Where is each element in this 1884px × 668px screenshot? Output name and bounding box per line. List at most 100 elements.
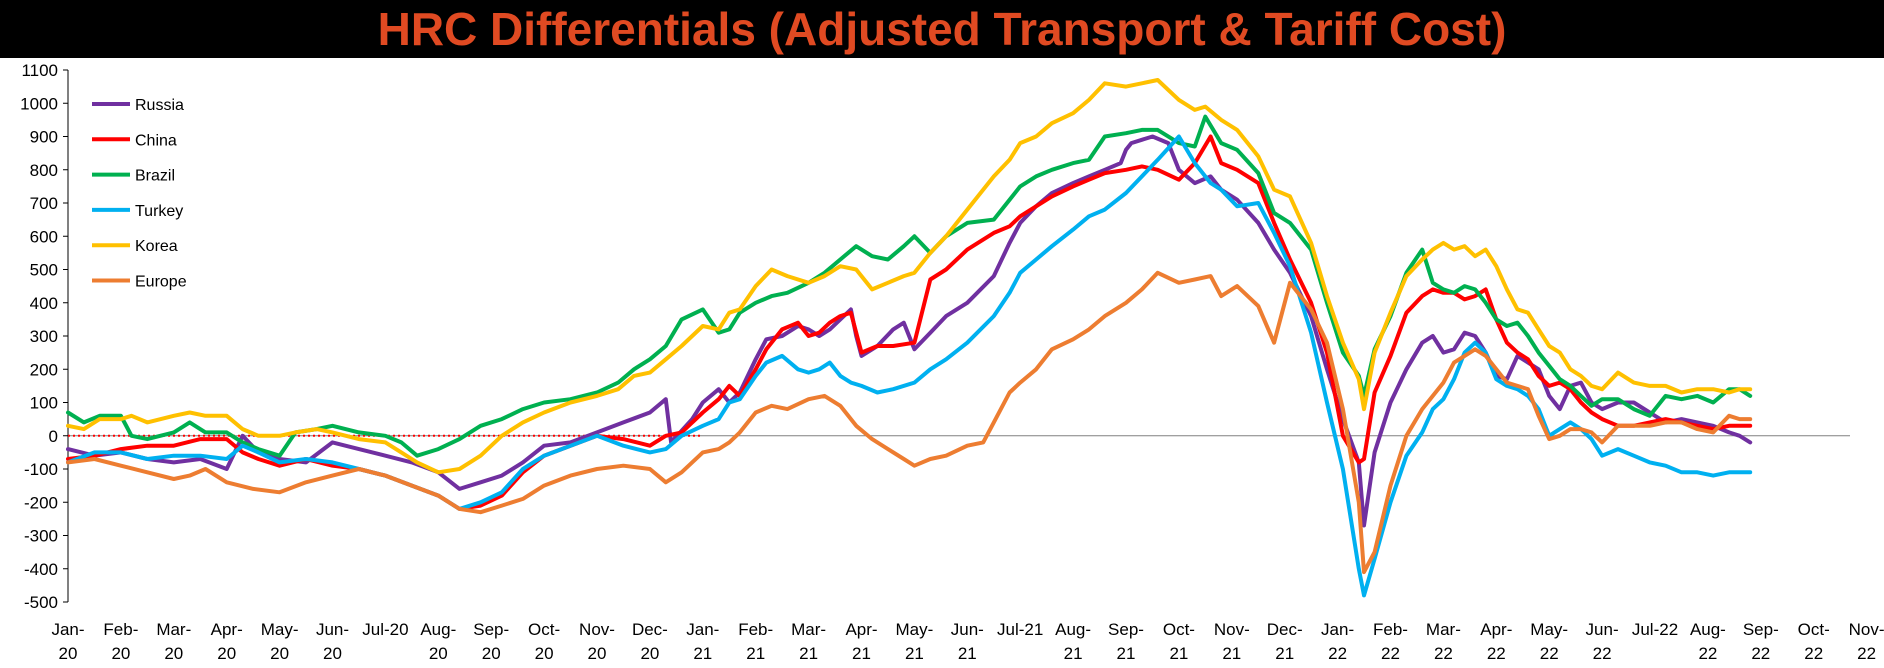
x-tick-label-year: 21	[693, 644, 712, 663]
series-line-russia	[66, 134, 1753, 528]
legend: Russia China Brazil Turkey Korea Europe	[92, 97, 187, 291]
legend-label-brazil: Brazil	[135, 168, 175, 185]
series-line-brazil	[66, 114, 1753, 458]
axes	[63, 69, 1850, 603]
x-tick-label: Nov-	[1214, 620, 1250, 639]
x-tick-label-year: 21	[1117, 644, 1136, 663]
y-tick-label: 800	[30, 161, 58, 180]
x-tick-label: May-	[261, 620, 299, 639]
y-tick-label: 500	[30, 261, 58, 280]
x-tick-label-year: 20	[323, 644, 342, 663]
x-tick-label: Feb-	[738, 620, 773, 639]
y-tick-label: 1100	[21, 61, 58, 80]
y-tick-label: 300	[30, 327, 58, 346]
x-tick-label-year: 21	[852, 644, 871, 663]
x-tick-label-year: 20	[164, 644, 183, 663]
x-tick-label: Jul-22	[1632, 620, 1678, 639]
y-tick-label: 0	[49, 427, 58, 446]
y-tick-label: 1000	[20, 94, 58, 113]
x-tick-label-year: 22	[1540, 644, 1559, 663]
y-tick-label: -500	[24, 593, 58, 612]
series-line-turkey	[66, 134, 1753, 598]
x-tick-label: Aug-	[1055, 620, 1091, 639]
x-tick-label-year: 21	[1064, 644, 1083, 663]
x-tick-label: Sep-	[1108, 620, 1144, 639]
x-tick-label-year: 20	[640, 644, 659, 663]
x-tick-label-year: 21	[746, 644, 765, 663]
legend-label-korea: Korea	[135, 238, 178, 255]
x-tick-label-year: 21	[799, 644, 818, 663]
x-tick-label-year: 20	[59, 644, 78, 663]
chart: -500 -400 -300 -200 -100 0 100 200 300 400 500 600 7…	[20, 61, 1884, 663]
y-tick-label: 600	[30, 227, 58, 246]
legend-label-europe: Europe	[135, 274, 187, 291]
x-tick-label-year: 20	[482, 644, 501, 663]
series-line-europe	[66, 270, 1753, 575]
y-tick-labels: -500 -400 -300 -200 -100 0 100 200 300 400 500 600 7…	[20, 61, 58, 612]
x-tick-label: May-	[896, 620, 934, 639]
x-tick-label-year: 22	[1434, 644, 1453, 663]
x-tick-label: Jul-20	[362, 620, 408, 639]
x-tick-label-year: 22	[1328, 644, 1347, 663]
x-tick-label: Nov-	[579, 620, 615, 639]
x-tick-label-year: 21	[1222, 644, 1241, 663]
y-tick-label: 100	[30, 394, 58, 413]
x-tick-label-year: 20	[270, 644, 289, 663]
x-tick-label: Feb-	[1373, 620, 1408, 639]
x-tick-label-year: 21	[958, 644, 977, 663]
x-tick-label-year: 22	[1804, 644, 1823, 663]
series-line-china	[66, 134, 1753, 511]
x-tick-label: Sep-	[1743, 620, 1779, 639]
title-bar: HRC Differentials (Adjusted Transport & …	[0, 0, 1884, 58]
x-tick-label-year: 22	[1751, 644, 1770, 663]
x-tick-label-year: 21	[905, 644, 924, 663]
y-tick-label: -400	[24, 560, 58, 579]
x-tick-label-year: 21	[1275, 644, 1294, 663]
x-tick-label-year: 20	[588, 644, 607, 663]
x-tick-label: Apr-	[1480, 620, 1512, 639]
x-tick-label: Jun-	[1586, 620, 1619, 639]
y-tick-label: 700	[30, 194, 58, 213]
x-tick-label-year: 21	[1169, 644, 1188, 663]
x-tick-label: Oct-	[1163, 620, 1195, 639]
x-tick-labels: Jan- 20 Feb- 20 Mar- 20 Apr- 20 May- 20 Jun- 20 Jul-…	[51, 620, 1884, 663]
x-tick-label: Dec-	[1267, 620, 1303, 639]
x-tick-label: Sep-	[473, 620, 509, 639]
x-tick-label-year: 22	[1698, 644, 1717, 663]
x-tick-label: Apr-	[211, 620, 243, 639]
x-tick-label-year: 20	[429, 644, 448, 663]
series-lines	[66, 78, 1753, 598]
x-tick-label: Jul-21	[997, 620, 1043, 639]
x-tick-label: Aug-	[420, 620, 456, 639]
y-tick-label: -200	[24, 493, 58, 512]
x-tick-label: May-	[1530, 620, 1568, 639]
x-tick-label-year: 22	[1487, 644, 1506, 663]
series-line-korea	[66, 78, 1753, 475]
x-tick-label: Jan-	[1321, 620, 1354, 639]
x-tick-label: Mar-	[791, 620, 826, 639]
x-tick-label: Oct-	[1798, 620, 1830, 639]
y-tick-label: -300	[24, 527, 58, 546]
x-tick-label: Nov-	[1849, 620, 1884, 639]
x-tick-label: Aug-	[1690, 620, 1726, 639]
y-tick-label: 200	[30, 360, 58, 379]
x-tick-label: Apr-	[845, 620, 877, 639]
legend-label-turkey: Turkey	[135, 203, 183, 220]
y-tick-label: 400	[30, 294, 58, 313]
chart-title: HRC Differentials (Adjusted Transport & …	[377, 3, 1507, 55]
y-tick-label: -100	[24, 460, 58, 479]
legend-label-china: China	[135, 132, 177, 149]
x-tick-label: Feb-	[103, 620, 138, 639]
x-tick-label: Jan-	[686, 620, 719, 639]
x-tick-label-year: 20	[535, 644, 554, 663]
x-tick-label: Jan-	[51, 620, 84, 639]
legend-label-russia: Russia	[135, 97, 184, 114]
x-tick-label-year: 22	[1857, 644, 1876, 663]
x-tick-label: Oct-	[528, 620, 560, 639]
x-tick-label-year: 22	[1593, 644, 1612, 663]
x-tick-label: Jun-	[316, 620, 349, 639]
x-tick-label: Mar-	[1426, 620, 1461, 639]
y-tick-label: 900	[30, 128, 58, 147]
x-tick-label: Dec-	[632, 620, 668, 639]
x-tick-label-year: 20	[111, 644, 130, 663]
